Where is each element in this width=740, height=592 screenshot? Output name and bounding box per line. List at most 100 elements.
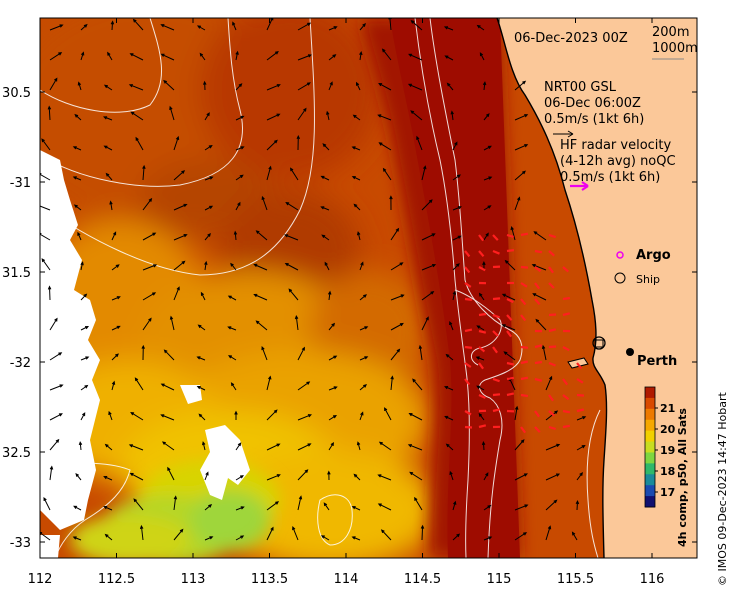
- hf-radar-arrow: [506, 298, 514, 304]
- model-current-arrow: [235, 442, 242, 451]
- model-current-arrow: [535, 318, 547, 331]
- model-current-arrow: [107, 51, 113, 61]
- hf-radar-arrow: [520, 314, 527, 322]
- model-current-arrow: [111, 325, 121, 331]
- hf-radar-arrow: [562, 312, 571, 317]
- model-current-arrow: [196, 25, 206, 31]
- hf-title-line-2: (4-12h avg) noQC: [560, 154, 676, 169]
- model-current-arrow: [297, 346, 305, 361]
- hf-radar-arrow: [534, 426, 541, 433]
- model-current-arrow: [130, 111, 144, 121]
- model-current-arrow: [196, 386, 206, 391]
- model-current-arrow: [446, 82, 454, 91]
- model-current-arrow: [297, 414, 312, 421]
- model-current-arrow: [297, 469, 309, 481]
- model-current-arrow: [163, 349, 175, 361]
- model-current-arrow: [160, 383, 175, 391]
- model-current-arrow: [77, 231, 82, 241]
- model-current-arrow: [452, 263, 460, 271]
- hf-radar-arrow: [506, 361, 515, 366]
- model-current-arrow: [410, 110, 423, 121]
- model-current-arrow: [49, 384, 64, 391]
- model-current-arrow: [444, 55, 454, 61]
- model-current-arrow: [253, 293, 268, 301]
- model-current-arrow: [328, 414, 337, 421]
- model-current-arrow: [390, 375, 394, 391]
- model-current-arrow: [514, 114, 529, 121]
- ship-legend-marker: [614, 272, 626, 284]
- hf-title-line-3: 0.5m/s (1kt 6h): [560, 170, 660, 185]
- model-current-arrow: [320, 175, 330, 181]
- model-current-arrow: [103, 145, 113, 151]
- model-current-arrow: [390, 322, 404, 331]
- model-current-arrow: [351, 176, 361, 181]
- model-current-arrow: [173, 286, 180, 301]
- model-current-arrow: [352, 114, 361, 121]
- hf-radar-arrow: [520, 393, 529, 398]
- model-current-arrow: [49, 317, 58, 331]
- model-current-arrow: [452, 533, 460, 541]
- hf-radar-arrow: [548, 328, 557, 333]
- hf-radar-arrow: [478, 424, 487, 429]
- hf-radar-arrow: [478, 362, 484, 370]
- model-current-arrow: [327, 290, 332, 301]
- model-current-arrow: [133, 498, 144, 511]
- map-plot-area: [40, 18, 697, 558]
- model-current-arrow: [356, 231, 361, 241]
- model-current-arrow: [196, 356, 206, 361]
- model-current-arrow: [261, 195, 268, 211]
- perth-label: Perth: [637, 354, 677, 369]
- model-current-arrow: [169, 105, 175, 121]
- isobath-legend-200m: 200m: [652, 25, 689, 40]
- model-current-arrow: [103, 506, 113, 511]
- colorbar-block: [645, 474, 655, 486]
- model-current-arrow: [449, 321, 454, 331]
- model-current-arrow: [47, 285, 52, 301]
- model-current-arrow: [575, 500, 580, 511]
- coastline: [496, 18, 608, 558]
- model-current-arrow: [297, 82, 311, 91]
- y-axis: 30.5 -31 31.5 -32 32.5 -33: [2, 86, 697, 551]
- hf-radar-arrow: [478, 346, 486, 353]
- model-current-arrow: [504, 259, 516, 271]
- model-current-arrow: [132, 18, 144, 31]
- hf-radar-arrow: [534, 344, 543, 349]
- model-current-arrow: [483, 113, 490, 121]
- model-current-arrow: [49, 352, 63, 361]
- model-current-arrow: [514, 196, 521, 211]
- colorbar-block: [645, 387, 655, 399]
- hf-radar-arrow: [506, 314, 513, 321]
- model-current-arrow: [359, 411, 364, 421]
- model-current-arrow: [80, 23, 88, 31]
- model-current-arrow: [202, 441, 206, 451]
- model-current-arrow: [576, 471, 583, 481]
- hf-radar-arrow: [492, 249, 500, 255]
- model-current-arrow: [160, 414, 175, 421]
- ship-legend-label: Ship: [636, 273, 660, 286]
- model-current-arrow: [381, 48, 392, 61]
- hf-radar-arrow: [534, 410, 540, 418]
- model-current-arrow: [266, 113, 281, 121]
- model-current-arrow: [80, 325, 90, 331]
- model-current-arrow: [514, 405, 519, 421]
- model-current-arrow: [359, 384, 367, 391]
- model-current-arrow: [72, 536, 82, 541]
- model-current-arrow: [481, 441, 486, 451]
- model-current-arrow: [49, 438, 60, 451]
- model-current-arrow: [111, 353, 119, 361]
- colorbar-tick-label: 20: [660, 423, 676, 436]
- hf-radar-arrow: [520, 232, 529, 237]
- model-current-arrow: [135, 136, 144, 151]
- model-current-arrow: [541, 344, 547, 361]
- model-current-arrow: [359, 50, 363, 61]
- model-current-arrow: [227, 295, 237, 301]
- model-current-arrow: [389, 195, 393, 211]
- model-current-arrow: [482, 81, 487, 91]
- model-current-arrow: [49, 24, 64, 31]
- model-current-arrow: [545, 499, 558, 511]
- model-current-arrow: [421, 165, 427, 181]
- model-current-arrow: [297, 54, 312, 61]
- colorbar-block: [645, 430, 655, 443]
- model-current-arrow: [266, 409, 278, 421]
